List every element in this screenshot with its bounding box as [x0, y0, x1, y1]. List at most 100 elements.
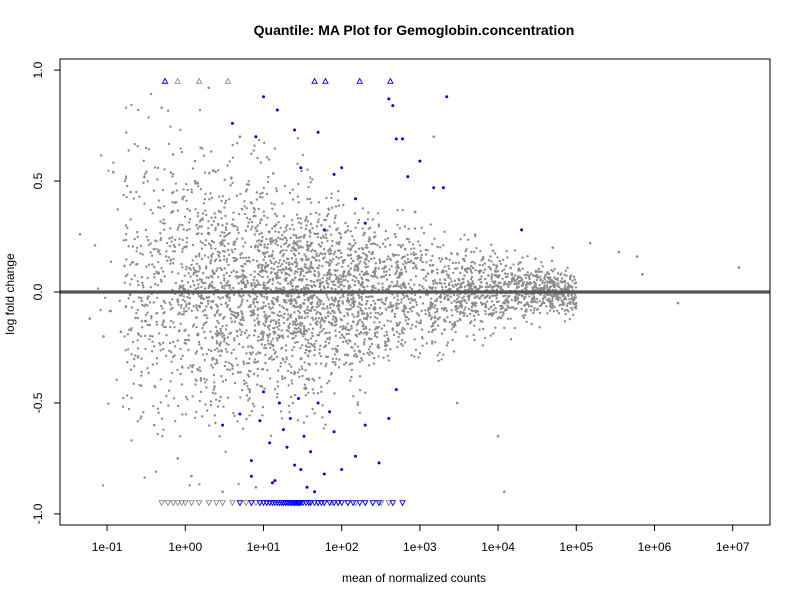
clipped-down-gray-marker: [205, 500, 213, 507]
clipped-down-blue-marker: [369, 500, 377, 507]
clipped-down-gray-marker: [229, 500, 236, 507]
y-tick-label: 0.0: [31, 283, 45, 300]
blue-point: [418, 159, 422, 163]
gray-point: [78, 233, 82, 236]
blue-point: [305, 485, 309, 489]
gray-point: [190, 474, 193, 478]
gray-point: [88, 317, 91, 320]
blue-point: [277, 401, 281, 405]
blue-point: [249, 459, 253, 463]
clipped-down-blue-marker: [338, 500, 346, 507]
blue-point: [394, 137, 398, 141]
blue-point: [249, 474, 253, 478]
gray-point: [254, 486, 258, 489]
blue-point: [302, 434, 306, 438]
clipped-up-blue-marker: [161, 77, 169, 84]
x-axis: 1e-01 1e+00 1e+01 1e+02 1e+03 1e+04 1e+05 1e+06…: [92, 525, 750, 554]
blue-point: [391, 104, 395, 108]
clipped-up-blue-marker: [356, 77, 364, 84]
blue-point: [377, 461, 381, 465]
clipped-up-gray-marker: [224, 77, 232, 84]
blue-point: [293, 463, 297, 467]
clipped-down-blue-marker: [375, 500, 383, 507]
y-tick-label: 0.5: [31, 172, 45, 189]
clipped-down-gray-marker: [174, 500, 182, 507]
blue-point: [340, 166, 344, 170]
blue-point: [288, 417, 292, 420]
clipped-down-blue-marker: [356, 500, 364, 507]
clipped-down-gray-marker: [178, 500, 186, 507]
clipped-down-blue-marker: [326, 500, 333, 507]
blue-point: [270, 481, 274, 485]
clipped-down-blue-marker: [344, 500, 352, 507]
clipped-up-gray-marker: [195, 77, 203, 84]
clipped-down-blue-marker: [361, 500, 369, 507]
blue-point: [322, 472, 326, 476]
clipped-up-blue-marker: [311, 77, 318, 84]
gray-point: [617, 250, 621, 254]
x-tick-label: 1e+01: [247, 540, 281, 554]
blue-point: [254, 135, 258, 139]
clipped-down-blue-marker: [330, 500, 338, 507]
gray-point: [238, 135, 242, 138]
y-axis: -1.0 -0.5 0.0 0.5 1.0: [31, 61, 60, 524]
clipped-down-gray-marker: [188, 500, 195, 507]
clipped-down-gray-marker: [219, 500, 226, 507]
blue-point: [238, 412, 242, 416]
blue-point: [293, 128, 297, 132]
gray-point: [102, 335, 105, 338]
blue-point: [340, 468, 344, 471]
clipped-markers: [158, 77, 406, 507]
clipped-down-gray-marker: [181, 500, 189, 507]
gray-point: [93, 244, 97, 247]
blue-point: [441, 186, 445, 190]
gray-point: [635, 255, 639, 258]
gray-point: [588, 241, 592, 245]
blue-point: [316, 401, 320, 405]
clipped-down-gray-marker: [252, 500, 260, 507]
clipped-down-blue-marker: [307, 500, 314, 507]
blue-point: [363, 221, 367, 225]
clipped-down-blue-marker: [349, 500, 357, 507]
gray-point: [176, 457, 179, 460]
gray-point: [119, 330, 123, 334]
clipped-down-gray-marker: [195, 500, 203, 507]
blue-point: [297, 397, 300, 400]
clipped-down-gray-marker: [164, 500, 172, 507]
blue-point: [275, 108, 279, 112]
gray-point: [503, 490, 506, 494]
blue-point: [401, 137, 404, 141]
blue-point: [387, 97, 391, 101]
x-axis-label: mean of normalized counts: [342, 571, 486, 585]
gray-point: [160, 106, 163, 110]
blue-point: [262, 390, 265, 394]
gray-point: [551, 246, 554, 249]
clipped-down-blue-marker: [260, 500, 267, 507]
clipped-down-blue-marker: [399, 500, 406, 507]
clipped-down-blue-marker: [389, 500, 397, 507]
gray-point: [129, 190, 132, 194]
x-tick-label: 1e+02: [325, 540, 359, 554]
clipped-down-blue-marker: [236, 500, 244, 507]
y-tick-label: -1.0: [31, 503, 45, 524]
blue-point: [387, 417, 391, 420]
clipped-down-blue-marker: [311, 500, 318, 507]
x-tick-label: 1e+06: [638, 540, 672, 554]
blue-point: [268, 441, 272, 445]
blue-point: [299, 468, 303, 471]
blue-point: [262, 95, 265, 99]
blue-point: [354, 454, 357, 458]
plot-area: [60, 77, 770, 507]
blue-point: [432, 186, 436, 190]
gray-point: [207, 86, 211, 90]
blue-point: [309, 450, 313, 454]
blue-point: [221, 423, 225, 427]
clipped-down-blue-marker: [248, 500, 255, 507]
gray-point: [455, 401, 459, 405]
x-tick-label: 1e+05: [559, 540, 593, 554]
clipped-down-blue-marker: [314, 500, 322, 507]
blue-point: [445, 95, 449, 99]
gray-point: [496, 434, 500, 438]
